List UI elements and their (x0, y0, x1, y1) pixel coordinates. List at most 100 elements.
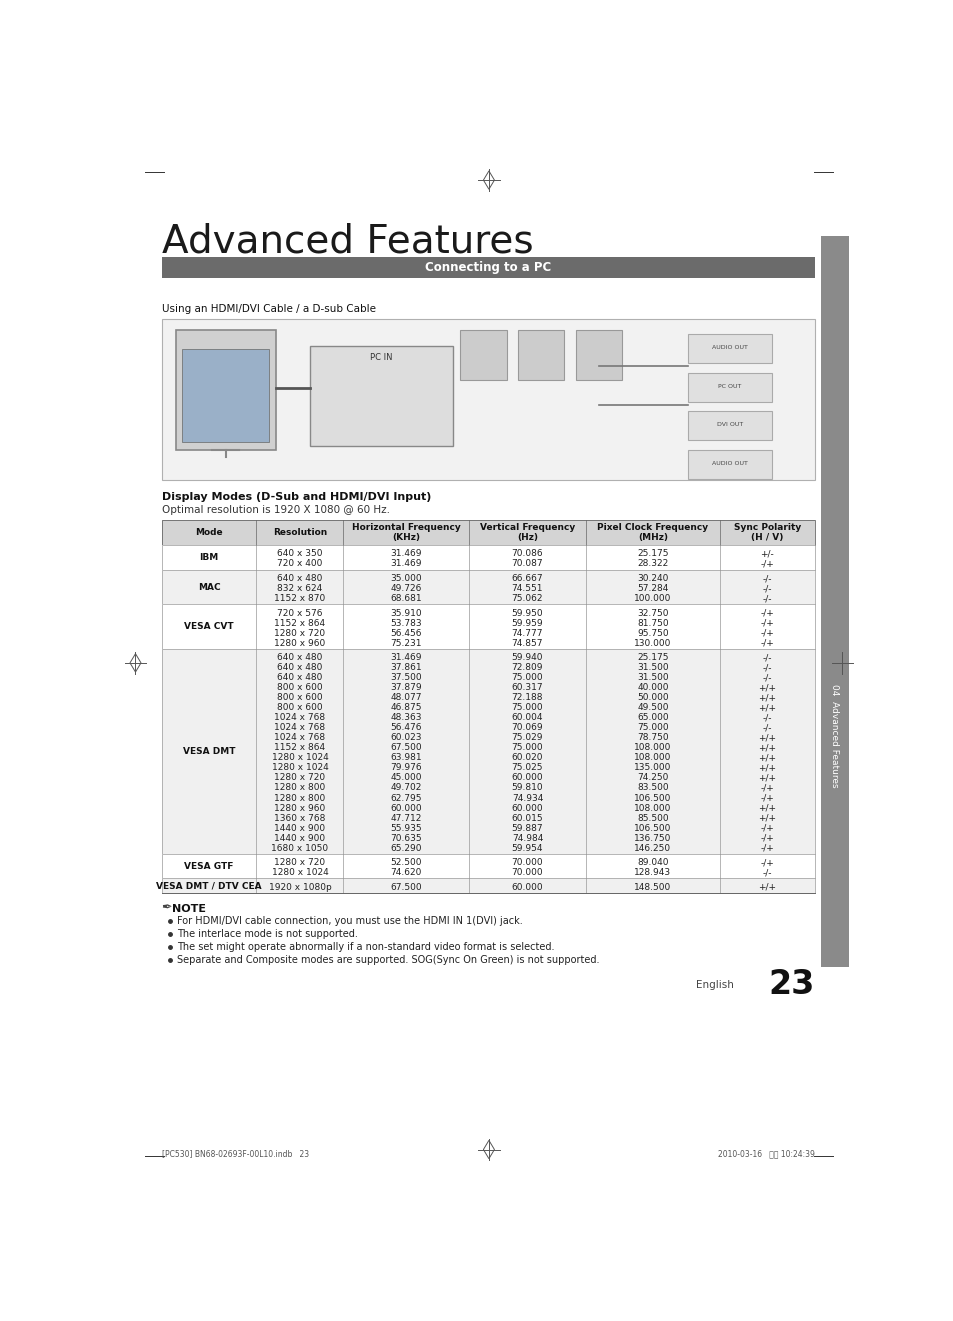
Text: 1024 x 768: 1024 x 768 (274, 733, 325, 742)
Bar (687, 411, 772, 440)
Bar (161, 258, 814, 277)
Text: Separate and Composite modes are supported. SOG(Sync On Green) is not supported.: Separate and Composite modes are support… (177, 955, 598, 966)
Text: 48.077: 48.077 (390, 694, 421, 703)
Text: 1280 x 720: 1280 x 720 (274, 859, 325, 867)
Text: 47.712: 47.712 (390, 814, 421, 823)
Text: 720 x 400: 720 x 400 (277, 559, 322, 568)
Bar (820, 235, 847, 967)
Text: PC OUT: PC OUT (718, 384, 740, 388)
Bar (181, 350, 269, 443)
Text: The interlace mode is not supported.: The interlace mode is not supported. (177, 929, 357, 939)
Text: 59.940: 59.940 (511, 654, 542, 662)
Text: 85.500: 85.500 (637, 814, 668, 823)
Text: VESA CVT: VESA CVT (184, 622, 233, 631)
Text: 1680 x 1050: 1680 x 1050 (271, 844, 328, 852)
Text: -/+: -/+ (760, 559, 773, 568)
Text: +/+: +/+ (758, 753, 776, 762)
Text: VESA DMT / DTV CEA: VESA DMT / DTV CEA (156, 881, 261, 890)
Text: 74.777: 74.777 (511, 629, 542, 638)
Text: Mode: Mode (195, 528, 223, 538)
Text: 640 x 480: 640 x 480 (277, 654, 322, 662)
Text: Sync Polarity
(H / V): Sync Polarity (H / V) (733, 523, 801, 543)
Text: 640 x 480: 640 x 480 (277, 575, 322, 583)
Text: +/+: +/+ (758, 803, 776, 812)
Text: +/+: +/+ (758, 774, 776, 782)
Bar (517, 330, 564, 380)
Bar (161, 546, 814, 569)
Text: -/-: -/- (761, 868, 771, 877)
Text: 1280 x 960: 1280 x 960 (274, 803, 325, 812)
Text: +/+: +/+ (758, 744, 776, 753)
Text: 59.959: 59.959 (511, 618, 542, 627)
Text: 67.500: 67.500 (390, 744, 421, 753)
Text: 35.000: 35.000 (390, 575, 421, 583)
Text: 640 x 350: 640 x 350 (277, 550, 322, 559)
Bar (310, 346, 453, 445)
Text: [PC530] BN68-02693F-00L10.indb   23: [PC530] BN68-02693F-00L10.indb 23 (161, 1149, 309, 1159)
Text: 31.500: 31.500 (637, 663, 668, 672)
Text: 1360 x 768: 1360 x 768 (274, 814, 325, 823)
Text: -/+: -/+ (760, 794, 773, 802)
Text: The set might operate abnormally if a non-standard video format is selected.: The set might operate abnormally if a no… (177, 942, 554, 952)
Text: 75.000: 75.000 (511, 674, 542, 683)
Text: 49.500: 49.500 (637, 703, 668, 712)
Bar (161, 878, 814, 893)
Text: 60.317: 60.317 (511, 683, 542, 692)
Bar (576, 330, 621, 380)
Text: -/-: -/- (761, 674, 771, 683)
Bar (687, 449, 772, 478)
Text: -/+: -/+ (760, 844, 773, 852)
Text: 135.000: 135.000 (634, 764, 671, 773)
Text: 56.456: 56.456 (390, 629, 421, 638)
Text: 66.667: 66.667 (511, 575, 542, 583)
Text: 146.250: 146.250 (634, 844, 671, 852)
Text: 25.175: 25.175 (637, 654, 668, 662)
Text: 136.750: 136.750 (634, 834, 671, 843)
Text: 45.000: 45.000 (390, 774, 421, 782)
Text: 100.000: 100.000 (634, 594, 671, 604)
Text: 108.000: 108.000 (634, 753, 671, 762)
Text: 74.551: 74.551 (511, 584, 542, 593)
Text: 1152 x 864: 1152 x 864 (274, 618, 325, 627)
Text: 31.469: 31.469 (390, 550, 421, 559)
Text: 832 x 624: 832 x 624 (277, 584, 322, 593)
Text: VESA DMT: VESA DMT (183, 746, 235, 756)
Text: 60.015: 60.015 (511, 814, 542, 823)
Text: 800 x 600: 800 x 600 (276, 683, 322, 692)
Bar (460, 330, 506, 380)
Text: 70.087: 70.087 (511, 559, 542, 568)
Text: 1280 x 1024: 1280 x 1024 (272, 868, 328, 877)
Text: 75.062: 75.062 (511, 594, 542, 604)
Text: -/+: -/+ (760, 609, 773, 618)
Text: 55.935: 55.935 (390, 823, 421, 832)
Bar (175, 330, 275, 449)
Text: 75.000: 75.000 (637, 724, 668, 732)
Bar (161, 853, 814, 878)
Text: 2010-03-16   오후 10:24:39: 2010-03-16 오후 10:24:39 (717, 1149, 814, 1159)
Text: 1280 x 720: 1280 x 720 (274, 774, 325, 782)
Text: IBM: IBM (199, 553, 218, 561)
Text: 800 x 600: 800 x 600 (276, 694, 322, 703)
Text: 72.809: 72.809 (511, 663, 542, 672)
Text: PC IN: PC IN (370, 353, 392, 362)
Text: Vertical Frequency
(Hz): Vertical Frequency (Hz) (479, 523, 575, 543)
Text: 70.086: 70.086 (511, 550, 542, 559)
Text: -/+: -/+ (760, 823, 773, 832)
Text: MAC: MAC (197, 583, 220, 592)
Text: 79.976: 79.976 (390, 764, 421, 773)
Text: 04  Advanced Features: 04 Advanced Features (829, 684, 839, 787)
Text: 1280 x 1024: 1280 x 1024 (272, 753, 328, 762)
Text: AUDIO OUT: AUDIO OUT (711, 345, 747, 350)
Text: 52.500: 52.500 (390, 859, 421, 867)
Text: English: English (695, 980, 733, 989)
Text: 49.726: 49.726 (390, 584, 421, 593)
Bar (687, 334, 772, 363)
Text: 60.023: 60.023 (390, 733, 421, 742)
Text: 108.000: 108.000 (634, 744, 671, 753)
Text: -/-: -/- (761, 663, 771, 672)
Text: -/-: -/- (761, 584, 771, 593)
Text: 81.750: 81.750 (637, 618, 668, 627)
Text: 60.000: 60.000 (511, 803, 542, 812)
Text: 59.810: 59.810 (511, 783, 542, 793)
Bar (161, 649, 814, 853)
